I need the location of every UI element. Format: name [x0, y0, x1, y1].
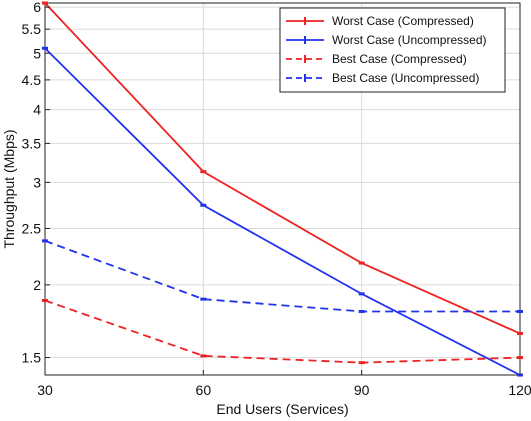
- plot-area: [44, 2, 521, 376]
- y-tick-label: 3.5: [22, 135, 42, 151]
- y-tick-label: 3: [33, 174, 41, 190]
- y-tick-label: 2.5: [22, 220, 42, 236]
- y-tick-label: 1.5: [22, 350, 42, 366]
- y-tick-label: 5.5: [22, 21, 42, 37]
- x-axis-ticks: 30 60 90 120: [37, 370, 531, 398]
- legend-label-best-case-uncompressed: Best Case (Uncompressed): [332, 71, 479, 85]
- y-axis-label: Throughput (Mbps): [1, 129, 17, 248]
- x-tick-label: 30: [37, 382, 53, 398]
- series-line-best-case-uncompressed: [44, 240, 520, 313]
- y-tick-label: 2: [33, 277, 41, 293]
- x-axis-label: End Users (Services): [216, 401, 348, 417]
- y-tick-label: 4.5: [22, 72, 42, 88]
- series-line-worst-case-uncompressed: [44, 47, 521, 376]
- legend-label-best-case-compressed: Best Case (Compressed): [332, 52, 467, 66]
- y-tick-label: 5: [33, 45, 41, 61]
- legend-label-worst-case-compressed: Worst Case (Compressed): [332, 14, 474, 28]
- x-tick-label: 90: [354, 382, 370, 398]
- series-group: [42, 1, 523, 377]
- y-tick-label: 6: [33, 0, 41, 15]
- x-tick-label: 120: [508, 382, 531, 398]
- series-line-worst-case-compressed: [44, 2, 521, 335]
- y-axis-ticks: 1.5 2 2.5 3 3.5 4 4.5 5 5.5 6: [22, 0, 50, 366]
- y-tick-label: 4: [33, 102, 41, 118]
- x-tick-label: 60: [196, 382, 212, 398]
- legend: Worst Case (Compressed) Worst Case (Uncom…: [279, 7, 506, 93]
- legend-label-worst-case-uncompressed: Worst Case (Uncompressed): [332, 33, 487, 47]
- series-line-best-case-compressed: [44, 299, 521, 364]
